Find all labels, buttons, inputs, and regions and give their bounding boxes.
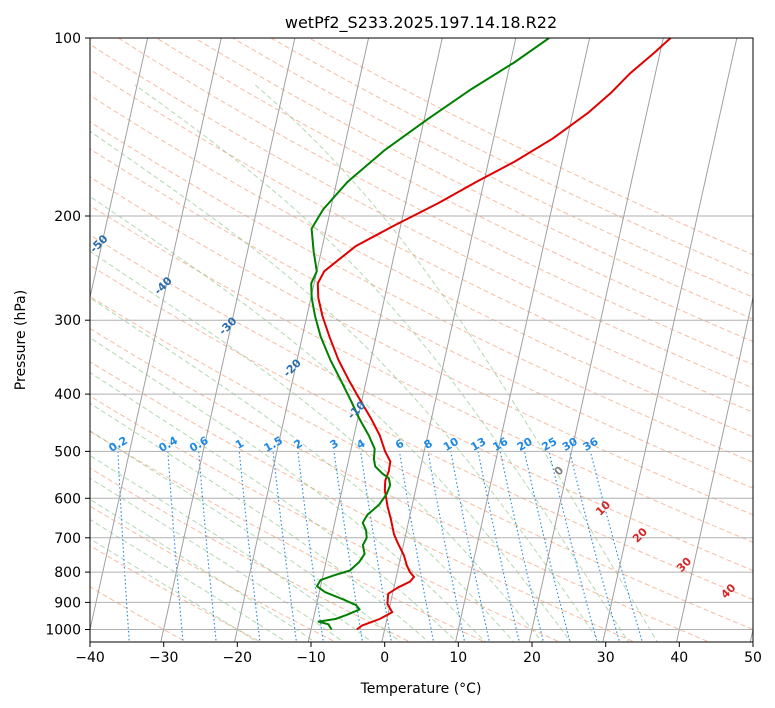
y-tick-label: 800 [54,565,81,581]
mixing-ratio-line [589,451,643,642]
isotherm [90,38,149,300]
isotherm [455,38,591,642]
dry-adiabats [90,38,753,642]
mixing-ratio-line [477,451,520,642]
dry-adiabat [90,327,711,642]
x-tick-label: −10 [296,650,326,666]
y-tick-label: 600 [54,491,81,507]
moist-adiabat [90,195,572,642]
dry-adiabat [193,38,753,320]
chart-title: wetPf2_S233.2025.197.14.18.R22 [285,13,557,33]
x-tick-label: 30 [597,650,615,666]
mixing-ratio-line [198,451,217,642]
x-axis-label: Temperature (°C) [360,681,482,697]
x-tick-label: 10 [449,650,467,666]
mixing-ratio-line [548,451,598,642]
mixing-ratio-line [272,451,298,642]
temperature-profile-line [316,38,672,631]
dry-adiabat [90,94,753,438]
dry-adiabat [231,38,753,298]
profile-series [310,38,672,631]
mixing-ratio-line [360,451,392,642]
mixing-ratio-line [297,451,324,642]
moist-adiabat [90,297,515,642]
dry-adiabat [90,467,412,642]
dry-adiabat [90,176,753,516]
mixing-ratio-line [333,451,364,642]
y-tick-label: 700 [54,531,81,547]
y-tick-label: 300 [54,313,81,329]
y-tick-label: 500 [54,444,81,460]
y-tick-label: 400 [54,387,81,403]
x-axis: −40 −30 −20 −10 0 10 20 30 40 50 [75,642,762,666]
x-tick-label: −20 [223,650,253,666]
moist-adiabat [254,84,658,642]
dry-adiabat [90,121,753,463]
y-axis: 100 200 300 400 500 600 700 800 900 1000 [45,31,90,639]
isotherm [676,295,753,642]
moist-adiabat [90,430,402,642]
mixing-ratio-line [450,451,491,642]
dry-adiabat [90,295,753,630]
x-tick-label: 20 [523,650,541,666]
isotherm [602,38,738,642]
moist-adiabat [90,538,259,642]
moist-adiabat [90,477,345,642]
isotherms [90,38,753,642]
dry-adiabat [90,234,753,572]
isotherm [90,38,222,632]
y-tick-label: 200 [54,209,81,225]
isobars [90,38,753,630]
y-axis-label: Pressure (hPa) [13,290,29,390]
dry-adiabat [90,43,753,389]
isotherm [381,38,517,642]
dewpoint-profile-line [310,38,550,631]
isotherm [234,38,370,642]
moist-adiabat [134,84,629,642]
dry-adiabat [90,68,753,413]
dry-adiabat [155,38,753,343]
plot-frame [89,37,754,643]
x-tick-label: 0 [380,650,389,666]
moist-adiabat [90,250,543,642]
mixing-ratio-line [427,451,466,642]
isotherm [307,38,443,642]
x-tick-label: 40 [670,650,688,666]
moist-adiabat [90,498,316,642]
isotherm [528,38,664,642]
moist-adiabat [90,454,373,642]
x-tick-label: −30 [149,650,179,666]
x-tick-label: −40 [75,650,105,666]
dry-adiabat [90,505,337,642]
y-tick-label: 900 [54,595,81,611]
y-tick-label: 100 [54,31,81,47]
y-tick-label: 1000 [45,623,81,639]
moist-adiabat [90,130,601,642]
dry-adiabat [90,148,753,489]
mixing-ratio-line [117,451,130,642]
mixing-ratio-line [167,451,184,642]
mixing-ratio-line [569,451,621,642]
moist-adiabats [90,84,658,642]
x-tick-label: 50 [744,650,762,666]
isotherm [160,38,296,642]
dry-adiabat [90,204,753,543]
mixing-ratio-line [238,451,261,642]
dry-adiabat [90,264,753,601]
mixing-ratio-line [523,451,571,642]
mixing-ratio-line [398,451,435,642]
